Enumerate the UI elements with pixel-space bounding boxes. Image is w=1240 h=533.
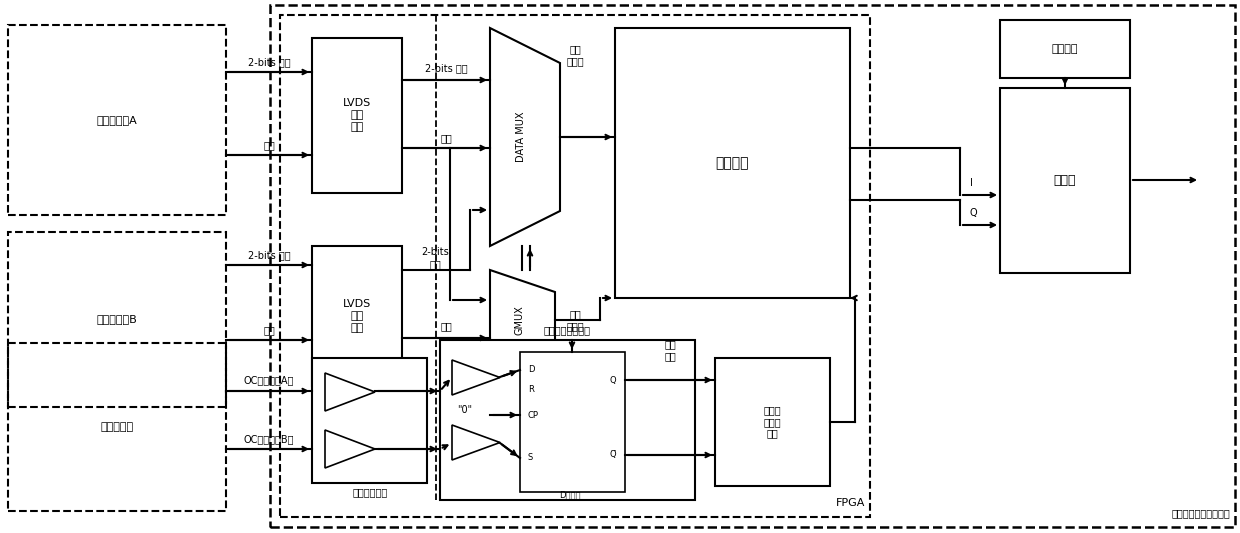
Text: 指令接口逻辑单元: 指令接口逻辑单元 (543, 325, 590, 335)
Text: 信源处理机A: 信源处理机A (97, 115, 138, 125)
Text: 时钟: 时钟 (440, 133, 451, 143)
Polygon shape (490, 28, 560, 246)
Text: I: I (970, 178, 973, 188)
Text: 时钟: 时钟 (263, 140, 275, 150)
Text: 时钟: 时钟 (263, 325, 275, 335)
FancyBboxPatch shape (440, 340, 694, 500)
Text: R: R (528, 385, 534, 394)
Text: GMUX: GMUX (515, 305, 525, 335)
Text: D: D (528, 366, 534, 375)
Text: 载波信号: 载波信号 (1052, 44, 1079, 54)
Text: 数据
选择器: 数据 选择器 (567, 44, 584, 66)
Text: 信源处理机B: 信源处理机B (97, 314, 138, 324)
Text: 2-bits 数据: 2-bits 数据 (248, 250, 290, 260)
Text: LVDS
接口
电路: LVDS 接口 电路 (343, 99, 371, 132)
Text: 指令接口电路: 指令接口电路 (352, 487, 388, 497)
Text: CP: CP (528, 410, 539, 419)
Text: 时钟: 时钟 (440, 321, 451, 331)
Text: Q̅: Q̅ (609, 450, 616, 459)
FancyBboxPatch shape (999, 20, 1130, 78)
FancyBboxPatch shape (520, 352, 625, 492)
Text: DATA MUX: DATA MUX (517, 112, 527, 162)
FancyBboxPatch shape (312, 358, 427, 483)
Text: S: S (528, 454, 533, 463)
FancyBboxPatch shape (615, 28, 849, 298)
Text: 星载数据传输发射装置: 星载数据传输发射装置 (1172, 508, 1230, 518)
Polygon shape (490, 270, 556, 370)
Text: 控制
信号: 控制 信号 (665, 339, 676, 361)
Text: 调制器: 调制器 (1054, 174, 1076, 187)
Text: OC门指令（B）: OC门指令（B） (244, 434, 294, 444)
Text: OC门指令（A）: OC门指令（A） (244, 375, 294, 385)
FancyBboxPatch shape (312, 246, 402, 386)
Text: 逻辑状
态判决
单元: 逻辑状 态判决 单元 (763, 406, 781, 439)
Text: Q: Q (970, 208, 977, 218)
FancyBboxPatch shape (999, 88, 1130, 273)
FancyBboxPatch shape (312, 38, 402, 193)
Text: 信道编码: 信道编码 (715, 156, 749, 170)
Text: 测控分系统: 测控分系统 (100, 422, 134, 432)
Text: D触发器: D触发器 (559, 490, 580, 499)
Text: Q: Q (609, 376, 616, 384)
Text: 时钟
选择器: 时钟 选择器 (567, 309, 584, 331)
Text: 2-bits
数据: 2-bits 数据 (422, 247, 449, 269)
Text: 2-bits 数据: 2-bits 数据 (424, 63, 467, 73)
Text: FPGA: FPGA (836, 498, 866, 508)
Text: 2-bits 数据: 2-bits 数据 (248, 57, 290, 67)
Text: "0": "0" (458, 405, 472, 415)
Text: LVDS
接口
电路: LVDS 接口 电路 (343, 300, 371, 333)
FancyBboxPatch shape (715, 358, 830, 486)
